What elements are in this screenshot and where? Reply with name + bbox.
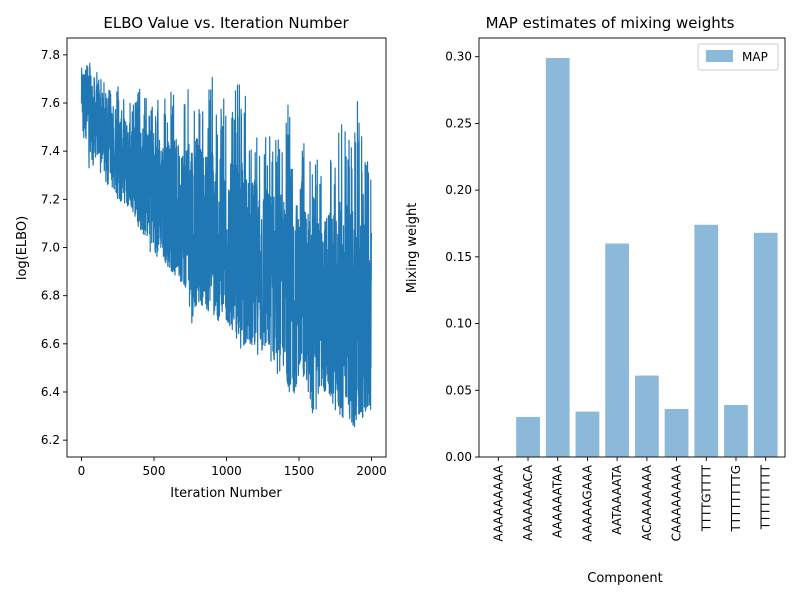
mixing-x-tick-label: AATAAAATA: [610, 464, 624, 535]
bar-CAAAAAAAA: [664, 408, 689, 457]
mixing-x-tick-label: CAAAAAAAA: [670, 464, 684, 541]
elbo-plot-frame: [66, 37, 387, 458]
mixing-x-axis-label: Component: [587, 571, 662, 586]
mixing-x-tick-label: ACAAAAAAA: [640, 464, 654, 541]
elbo-marks: [80, 62, 373, 428]
mixing-y-tick-label: 0.15: [445, 250, 472, 264]
mixing-marks: [516, 58, 778, 457]
mixing-y-tick-label: 0.20: [445, 183, 472, 197]
legend: MAP: [697, 43, 779, 71]
elbo-chart: ELBO Value vs. Iteration Number 0 500 1000…: [15, 14, 387, 501]
bar-TTTTTTTTG: [724, 404, 748, 457]
elbo-y-tick-label: 7.4: [41, 144, 60, 158]
bar-AAAAAAACA: [516, 416, 540, 457]
elbo-y-tick-label: 6.4: [41, 385, 60, 399]
legend-label: MAP: [742, 50, 768, 64]
elbo-y-tick-label: 7.6: [41, 96, 60, 110]
mixing-y-tick-label: 0.00: [445, 450, 472, 464]
mixing-x-tick-label: TTTTTTTTT: [759, 464, 773, 530]
elbo-series-line: [80, 62, 373, 428]
mixing-plot-area: [479, 38, 785, 457]
mixing-y-axis-label: Mixing weight: [405, 203, 420, 294]
elbo-y-tick-label: 7.2: [41, 192, 60, 206]
mixing-x-tick-label: AAAAAAACA: [521, 464, 535, 541]
bar-AAAAAATAA: [545, 58, 570, 457]
elbo-y-tick-label: 6.8: [41, 289, 60, 303]
elbo-y-tick-label: 6.2: [41, 433, 60, 447]
bar-TTTTTTTTT: [753, 232, 778, 457]
legend-swatch: [706, 50, 733, 62]
mixing-plot-frame: [478, 37, 786, 458]
mixing-y-tick-label: 0.30: [445, 50, 472, 64]
mixing-weights-chart-title: MAP estimates of mixing weights: [486, 14, 735, 32]
elbo-y-tick-label: 6.6: [41, 337, 60, 351]
elbo-y-axis-label: log(ELBO): [15, 216, 30, 280]
mixing-weights-chart: MAP estimates of mixing weights AAAAAAAA…: [405, 14, 786, 586]
mixing-x-tick-label: AAAAAAAAA: [491, 464, 505, 541]
mixing-x-tick-label: TTTTGTTTT: [699, 464, 713, 532]
elbo-y-tick-label: 7.0: [41, 241, 60, 255]
elbo-x-tick-label: 2000: [356, 464, 387, 478]
bar-TTTTGTTTT: [694, 224, 719, 457]
mixing-x-tick-label: AAAAAGAAA: [580, 464, 594, 542]
mixing-ticks: AAAAAAAAA AAAAAAACA AAAAAATAA AAAAAGAAA AATA…: [445, 50, 772, 542]
bar-AAAAAGAAA: [575, 411, 600, 457]
elbo-x-tick-label: 1500: [284, 464, 315, 478]
elbo-x-tick-label: 1000: [211, 464, 242, 478]
bar-ACAAAAAAA: [634, 375, 659, 457]
mixing-y-tick-label: 0.05: [445, 383, 472, 397]
mixing-x-tick-label: AAAAAATAA: [551, 464, 565, 538]
elbo-x-axis-label: Iteration Number: [170, 486, 282, 501]
elbo-x-tick-label: 500: [143, 464, 166, 478]
mixing-y-tick-label: 0.10: [445, 317, 472, 331]
elbo-chart-title: ELBO Value vs. Iteration Number: [103, 14, 349, 32]
elbo-ticks: 0 500 1000 1500 2000 6.2 6.4 6.6 6.8 7.0 7.2 7.4 7.6…: [41, 48, 387, 478]
elbo-x-tick-label: 0: [78, 464, 86, 478]
elbo-y-tick-label: 7.8: [41, 48, 60, 62]
mixing-y-tick-label: 0.25: [445, 116, 472, 130]
mixing-x-tick-label: TTTTTTTTG: [729, 465, 743, 532]
bar-AATAAAATA: [605, 243, 630, 457]
